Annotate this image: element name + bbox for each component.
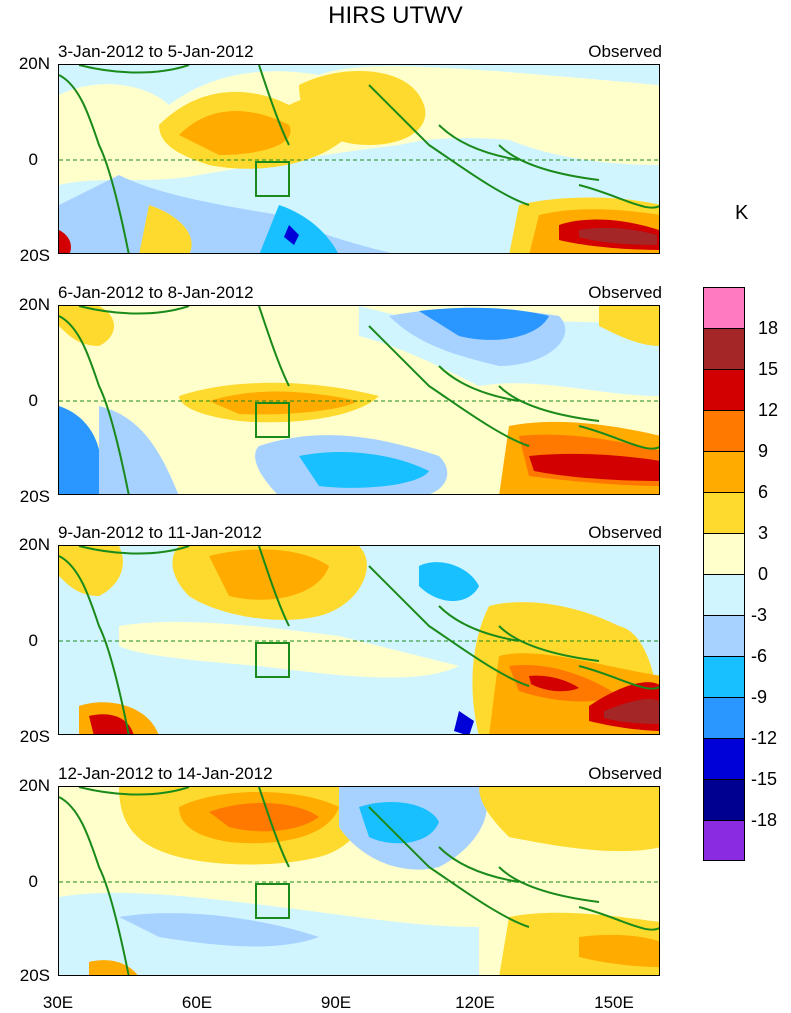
panel-1-source: Observed xyxy=(588,42,662,61)
colorbar-label: 0 xyxy=(758,564,769,584)
colorbar-unit: K xyxy=(735,202,749,224)
colorbar-label: 15 xyxy=(758,359,779,379)
panel-4-lat-0: 0 xyxy=(28,872,38,891)
colorbar-swatch xyxy=(703,492,745,533)
colorbar-label: 6 xyxy=(758,482,769,502)
colorbar-label: 18 xyxy=(758,318,779,338)
colorbar-label: -12 xyxy=(751,728,778,748)
colorbar-swatch xyxy=(703,410,745,451)
panel-3-lat-20n: 20N xyxy=(18,535,50,554)
panel-3-source: Observed xyxy=(588,523,662,542)
lon-tick-30e: 30E xyxy=(42,993,74,1012)
panel-4-field xyxy=(59,787,659,975)
panel-2-lat-0: 0 xyxy=(28,391,38,410)
panel-3-lat-0: 0 xyxy=(28,631,38,650)
panel-2-source: Observed xyxy=(588,283,662,302)
colorbar-swatch xyxy=(703,451,745,492)
panel-3-date-range: 9-Jan-2012 to 11-Jan-2012 xyxy=(58,523,262,542)
colorbar-swatch xyxy=(703,574,745,615)
panel-1-date-range: 3-Jan-2012 to 5-Jan-2012 xyxy=(58,42,254,61)
colorbar-label: -15 xyxy=(751,769,778,789)
panel-1-lat-20n: 20N xyxy=(18,54,50,73)
panel-3-map xyxy=(58,545,660,735)
colorbar-swatch xyxy=(703,287,745,328)
colorbar-swatch xyxy=(703,779,745,820)
colorbar-label: -6 xyxy=(751,646,768,666)
colorbar-swatch xyxy=(703,820,745,861)
panel-4-lat-20n: 20N xyxy=(18,776,50,795)
panel-2-field xyxy=(59,306,659,494)
lon-tick-60e: 60E xyxy=(181,993,213,1012)
colorbar-label: 3 xyxy=(758,523,769,543)
colorbar-label: -18 xyxy=(751,810,778,830)
lon-tick-150e: 150E xyxy=(594,993,634,1012)
colorbar-label: 12 xyxy=(758,400,779,420)
panel-2-lat-20n: 20N xyxy=(18,295,50,314)
panel-4-source: Observed xyxy=(588,764,662,783)
panel-4-map xyxy=(58,786,660,976)
colorbar-swatch xyxy=(703,738,745,779)
panel-1-lat-0: 0 xyxy=(28,150,38,169)
lon-tick-120e: 120E xyxy=(455,993,495,1012)
colorbar-swatch xyxy=(703,533,745,574)
panel-1-lat-20s: 20S xyxy=(19,246,50,265)
panel-1-field xyxy=(59,65,659,253)
colorbar-swatch xyxy=(703,697,745,738)
panel-2-lat-20s: 20S xyxy=(19,487,50,506)
panel-4-lat-20s: 20S xyxy=(19,966,50,985)
colorbar-swatch xyxy=(703,615,745,656)
colorbar-swatch xyxy=(703,656,745,697)
lon-tick-90e: 90E xyxy=(320,993,352,1012)
colorbar-label: -3 xyxy=(751,605,768,625)
panel-4-date-range: 12-Jan-2012 to 14-Jan-2012 xyxy=(58,764,273,783)
panel-2-map xyxy=(58,305,660,495)
colorbar-swatch xyxy=(703,369,745,410)
panel-3-lat-20s: 20S xyxy=(19,727,50,746)
figure-title: HIRS UTWV xyxy=(328,2,463,29)
colorbar-label: 9 xyxy=(758,441,769,461)
panel-3-field xyxy=(59,546,659,734)
panel-2-date-range: 6-Jan-2012 to 8-Jan-2012 xyxy=(58,283,254,302)
colorbar-label: -9 xyxy=(751,687,768,707)
colorbar-swatch xyxy=(703,328,745,369)
panel-1-map xyxy=(58,64,660,254)
